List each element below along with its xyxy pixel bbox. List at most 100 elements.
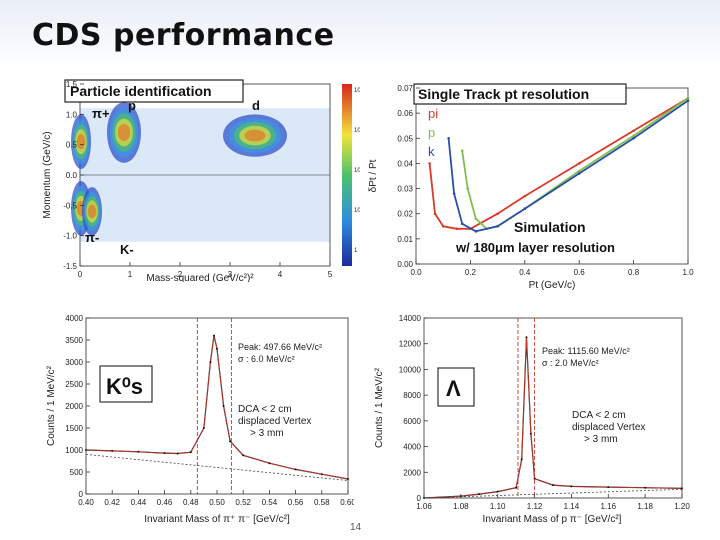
k0-y-tick-label: 2500 bbox=[65, 380, 83, 389]
reso-point-p bbox=[460, 149, 464, 153]
k0-y-tick-label: 500 bbox=[70, 468, 84, 477]
reso-sim-label: Simulation bbox=[514, 219, 586, 235]
reso-legend-k: k bbox=[428, 144, 435, 159]
pid-particle-label: K- bbox=[120, 242, 134, 257]
k0-data-point bbox=[222, 405, 225, 407]
lambda-x-tick-label: 1.08 bbox=[453, 502, 469, 511]
lambda-data-point bbox=[496, 490, 499, 493]
reso-legend-p: p bbox=[428, 125, 435, 140]
k0-data-point bbox=[320, 473, 323, 476]
pid-y-tick-label: 1.5 bbox=[66, 80, 78, 89]
k0-y-tick-label: 1500 bbox=[65, 424, 83, 433]
k0-x-tick-label: 0.40 bbox=[78, 498, 94, 507]
lambda-y-tick-label: 8000 bbox=[403, 391, 421, 400]
lambda-y-tick-label: 4000 bbox=[403, 443, 421, 452]
lambda-data-point bbox=[529, 432, 532, 435]
k0-tag-box bbox=[99, 365, 153, 403]
k0-x-tick-label: 0.52 bbox=[235, 498, 251, 507]
pid-y-tick-label: 0.0 bbox=[66, 171, 78, 180]
lambda-data-point bbox=[607, 486, 610, 489]
lambda-x-tick-label: 1.20 bbox=[674, 502, 690, 511]
pid-title-box bbox=[64, 79, 244, 103]
k0-data-point bbox=[229, 440, 232, 443]
k0-data-point bbox=[209, 361, 212, 363]
k0-y-tick-label: 4000 bbox=[65, 314, 83, 323]
pid-x-tick-label: 0 bbox=[78, 270, 83, 279]
lambda-y-tick-label: 12000 bbox=[399, 340, 422, 349]
lambda-x-tick-label: 1.12 bbox=[527, 502, 543, 511]
pid-y-tick-label: 0.5 bbox=[66, 141, 78, 150]
lambda-cut-1: DCA < 2 cm bbox=[572, 410, 626, 421]
reso-y-tick-label: 0.00 bbox=[397, 260, 413, 269]
k0-data-point bbox=[347, 478, 349, 481]
k0-x-tick-label: 0.48 bbox=[183, 498, 199, 507]
k0-x-tick-label: 0.54 bbox=[262, 498, 278, 507]
reso-point-pi bbox=[441, 224, 445, 228]
k0-x-tick-label: 0.50 bbox=[209, 498, 225, 507]
lambda-y-tick-label: 14000 bbox=[399, 314, 422, 323]
k0-y-tick-label: 3000 bbox=[65, 358, 83, 367]
lambda-data-point bbox=[478, 493, 481, 496]
reso-point-p bbox=[474, 217, 478, 221]
pid-x-tick-label: 5 bbox=[328, 270, 333, 279]
reso-point-k bbox=[452, 192, 456, 195]
lambda-x-tick-label: 1.16 bbox=[600, 502, 616, 511]
reso-point-k bbox=[460, 222, 464, 226]
pid-y-tick-label: -0.5 bbox=[63, 201, 77, 210]
reso-point-pi bbox=[433, 212, 437, 216]
reso-title: Single Track pt resolution bbox=[418, 86, 589, 102]
pid-particle-label: π+ bbox=[92, 106, 110, 121]
lambda-data-point bbox=[644, 486, 647, 489]
lambda-peak: Peak: 1115.60 MeV/c² bbox=[542, 346, 630, 356]
k0-y-tick-label: 2000 bbox=[65, 402, 83, 411]
pid-ylabel: Momentum (GeV/c) bbox=[42, 131, 53, 218]
lambda-y-tick-label: 6000 bbox=[403, 417, 421, 426]
reso-point-k bbox=[523, 207, 527, 210]
k0-cut-1: DCA < 2 cm bbox=[238, 404, 292, 415]
header-gradient bbox=[0, 0, 720, 70]
pid-x-tick-label: 3 bbox=[228, 270, 233, 279]
lambda-data-point bbox=[570, 485, 573, 488]
lambda-panel: Λ Peak: 1115.60 MeV/c² σ : 2.0 MeV/c² DC… bbox=[374, 314, 690, 525]
k0-x-tick-label: 0.60 bbox=[340, 498, 354, 507]
pid-colorbar-tick: 1 bbox=[354, 248, 358, 254]
reso-point-p bbox=[466, 187, 469, 190]
reso-series-pi bbox=[428, 97, 689, 230]
reso-plot-frame bbox=[415, 87, 689, 265]
reso-point-pi bbox=[455, 227, 459, 231]
lambda-cut-2: displaced Vertex bbox=[572, 422, 645, 433]
pid-colorbar bbox=[342, 84, 352, 266]
k0-data-point bbox=[242, 454, 245, 457]
pid-colorbar-tick: 10 bbox=[354, 208, 360, 214]
lambda-cut-3: > 3 mm bbox=[584, 434, 618, 445]
reso-x-tick-label: 0.2 bbox=[465, 268, 477, 277]
lambda-x-tick-label: 1.10 bbox=[490, 502, 506, 511]
k0-x-tick-label: 0.46 bbox=[157, 498, 173, 507]
pid-xlabel: Mass-squared (GeV/c²)² bbox=[146, 273, 254, 282]
reso-x-tick-label: 1.0 bbox=[682, 268, 694, 277]
reso-point-p bbox=[577, 169, 581, 173]
reso-legend-pi: pi bbox=[428, 106, 438, 121]
reso-y-tick-label: 0.03 bbox=[397, 185, 413, 194]
reso-point-pi bbox=[577, 162, 581, 165]
pid-y-tick-label: 1.0 bbox=[66, 110, 78, 119]
pid-particle-label: p bbox=[128, 98, 136, 113]
k0-cut-2: displaced Vertex bbox=[238, 416, 311, 427]
reso-sim-sublabel: w/ 180μm layer resolution bbox=[455, 240, 615, 255]
lambda-data-point bbox=[552, 484, 554, 487]
reso-y-tick-label: 0.01 bbox=[397, 235, 413, 244]
lambda-sigma: σ : 2.0 MeV/c² bbox=[542, 358, 599, 368]
reso-xlabel: Pt (GeV/c) bbox=[529, 280, 576, 290]
pid-colorbar-tick: 10 bbox=[354, 88, 360, 94]
reso-point-k bbox=[632, 136, 635, 140]
k0-data-point bbox=[111, 449, 114, 452]
k0-data-point bbox=[202, 427, 205, 429]
lambda-data-point bbox=[515, 486, 518, 489]
k0-data-point bbox=[163, 452, 166, 455]
pid-title: Particle identification bbox=[70, 83, 212, 99]
lambda-plot-frame bbox=[423, 317, 683, 499]
lambda-tag: Λ bbox=[446, 376, 461, 401]
k0-cut-3: > 3 mm bbox=[250, 428, 284, 439]
reso-x-tick-label: 0.0 bbox=[410, 268, 422, 277]
reso-y-tick-label: 0.02 bbox=[397, 210, 413, 219]
